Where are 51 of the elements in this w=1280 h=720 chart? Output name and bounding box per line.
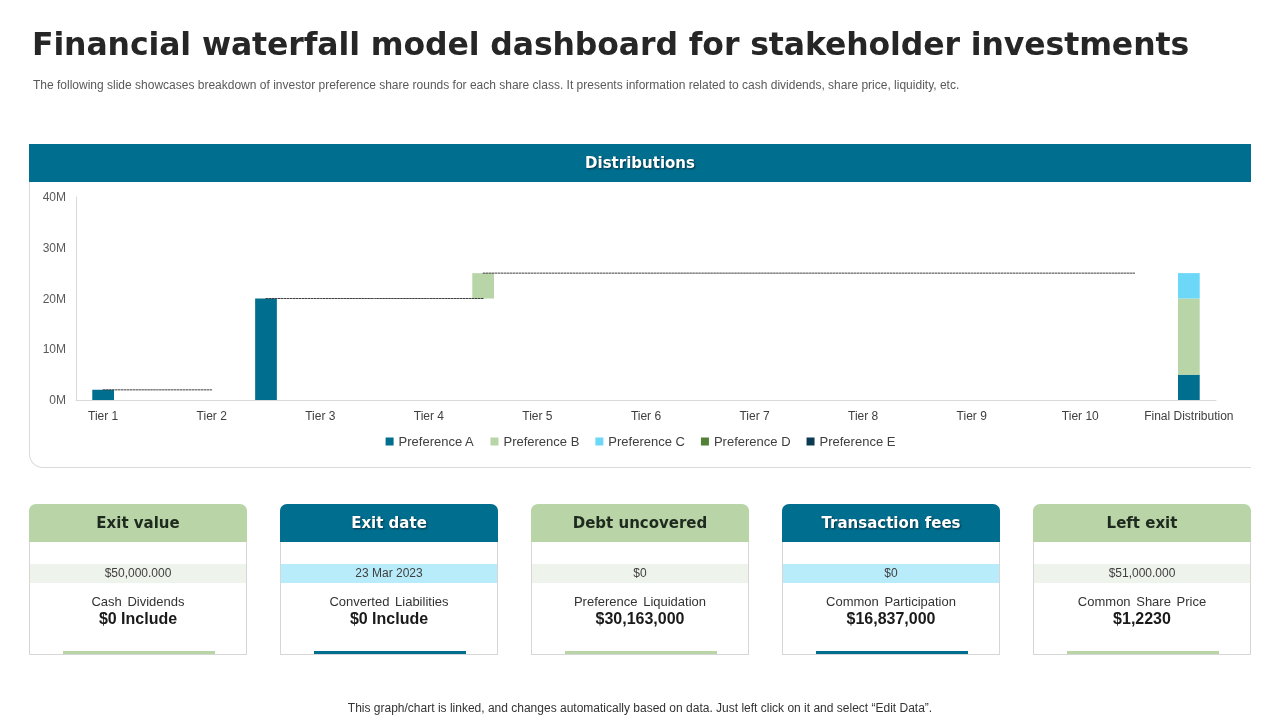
text: $0 Include (348, 610, 430, 628)
x-tick-label: Tier 10 (1061, 409, 1100, 423)
bar (1178, 374, 1200, 400)
text: $1,2230 (1112, 610, 1172, 628)
text: Common Share Price (1076, 594, 1208, 609)
x-tick-label: Tier 5 (522, 409, 553, 423)
legend-label: Preference E (819, 434, 896, 449)
text: $0 (783, 564, 999, 583)
bar (472, 273, 494, 299)
bar (1178, 298, 1200, 375)
text: $30,163,000 (594, 610, 686, 628)
text: Left exit (1033, 504, 1251, 542)
x-tick-label: Tier 4 (413, 409, 445, 423)
text: Exit date (280, 504, 498, 542)
text: The following slide showcases breakdown of investor preference share rounds for each share class. It presents information related to cash dividends, share price, liquidity, etc. (33, 78, 960, 92)
x-tick-label: Tier 2 (196, 409, 228, 423)
legend-label: Preference C (608, 434, 685, 449)
y-tick-label: 20M (42, 291, 66, 306)
text: 23 Mar 2023 (281, 564, 497, 583)
x-tick-label: Tier 7 (739, 409, 771, 423)
bar (1178, 273, 1200, 299)
x-tick-label: Tier 9 (956, 409, 988, 423)
legend-label: Preference B (503, 434, 580, 449)
text: Financial waterfall model dashboard for stakeholder investments (32, 26, 1190, 62)
legend-label: Preference D (713, 434, 791, 449)
chart-title: Distributions (29, 144, 1251, 182)
text: $0 Include (97, 610, 179, 628)
y-tick-label: 10M (42, 342, 66, 357)
text: $0 (532, 564, 748, 583)
y-tick-label: 40M (42, 190, 66, 204)
text: Debt uncovered (531, 504, 749, 542)
text: This graph/chart is linked, and changes automatically based on data. Just left click on it and select “Edit Data”. (346, 701, 934, 715)
y-tick-label: 0M (49, 393, 66, 407)
x-tick-label: Tier 6 (630, 409, 662, 423)
text: $51,000.000 (1034, 564, 1250, 583)
bar (92, 389, 114, 400)
legend-label: Preference A (398, 434, 475, 449)
x-tick-label: Final Distribution (1144, 409, 1234, 423)
text: Exit value (29, 504, 247, 542)
y-tick-label: 30M (42, 240, 66, 255)
text: $50,000.000 (30, 564, 246, 583)
text: Transaction fees (782, 504, 1000, 542)
text: $16,837,000 (845, 610, 937, 628)
x-tick-label: Tier 3 (305, 409, 336, 423)
text: Converted Liabilities (328, 594, 450, 609)
bar (255, 298, 277, 400)
text: Preference Liquidation (572, 594, 708, 609)
x-tick-label: Tier 8 (848, 409, 879, 423)
text: Common Participation (825, 594, 957, 609)
x-tick-label: Tier 1 (88, 409, 119, 423)
text: Cash Dividends (90, 594, 186, 609)
